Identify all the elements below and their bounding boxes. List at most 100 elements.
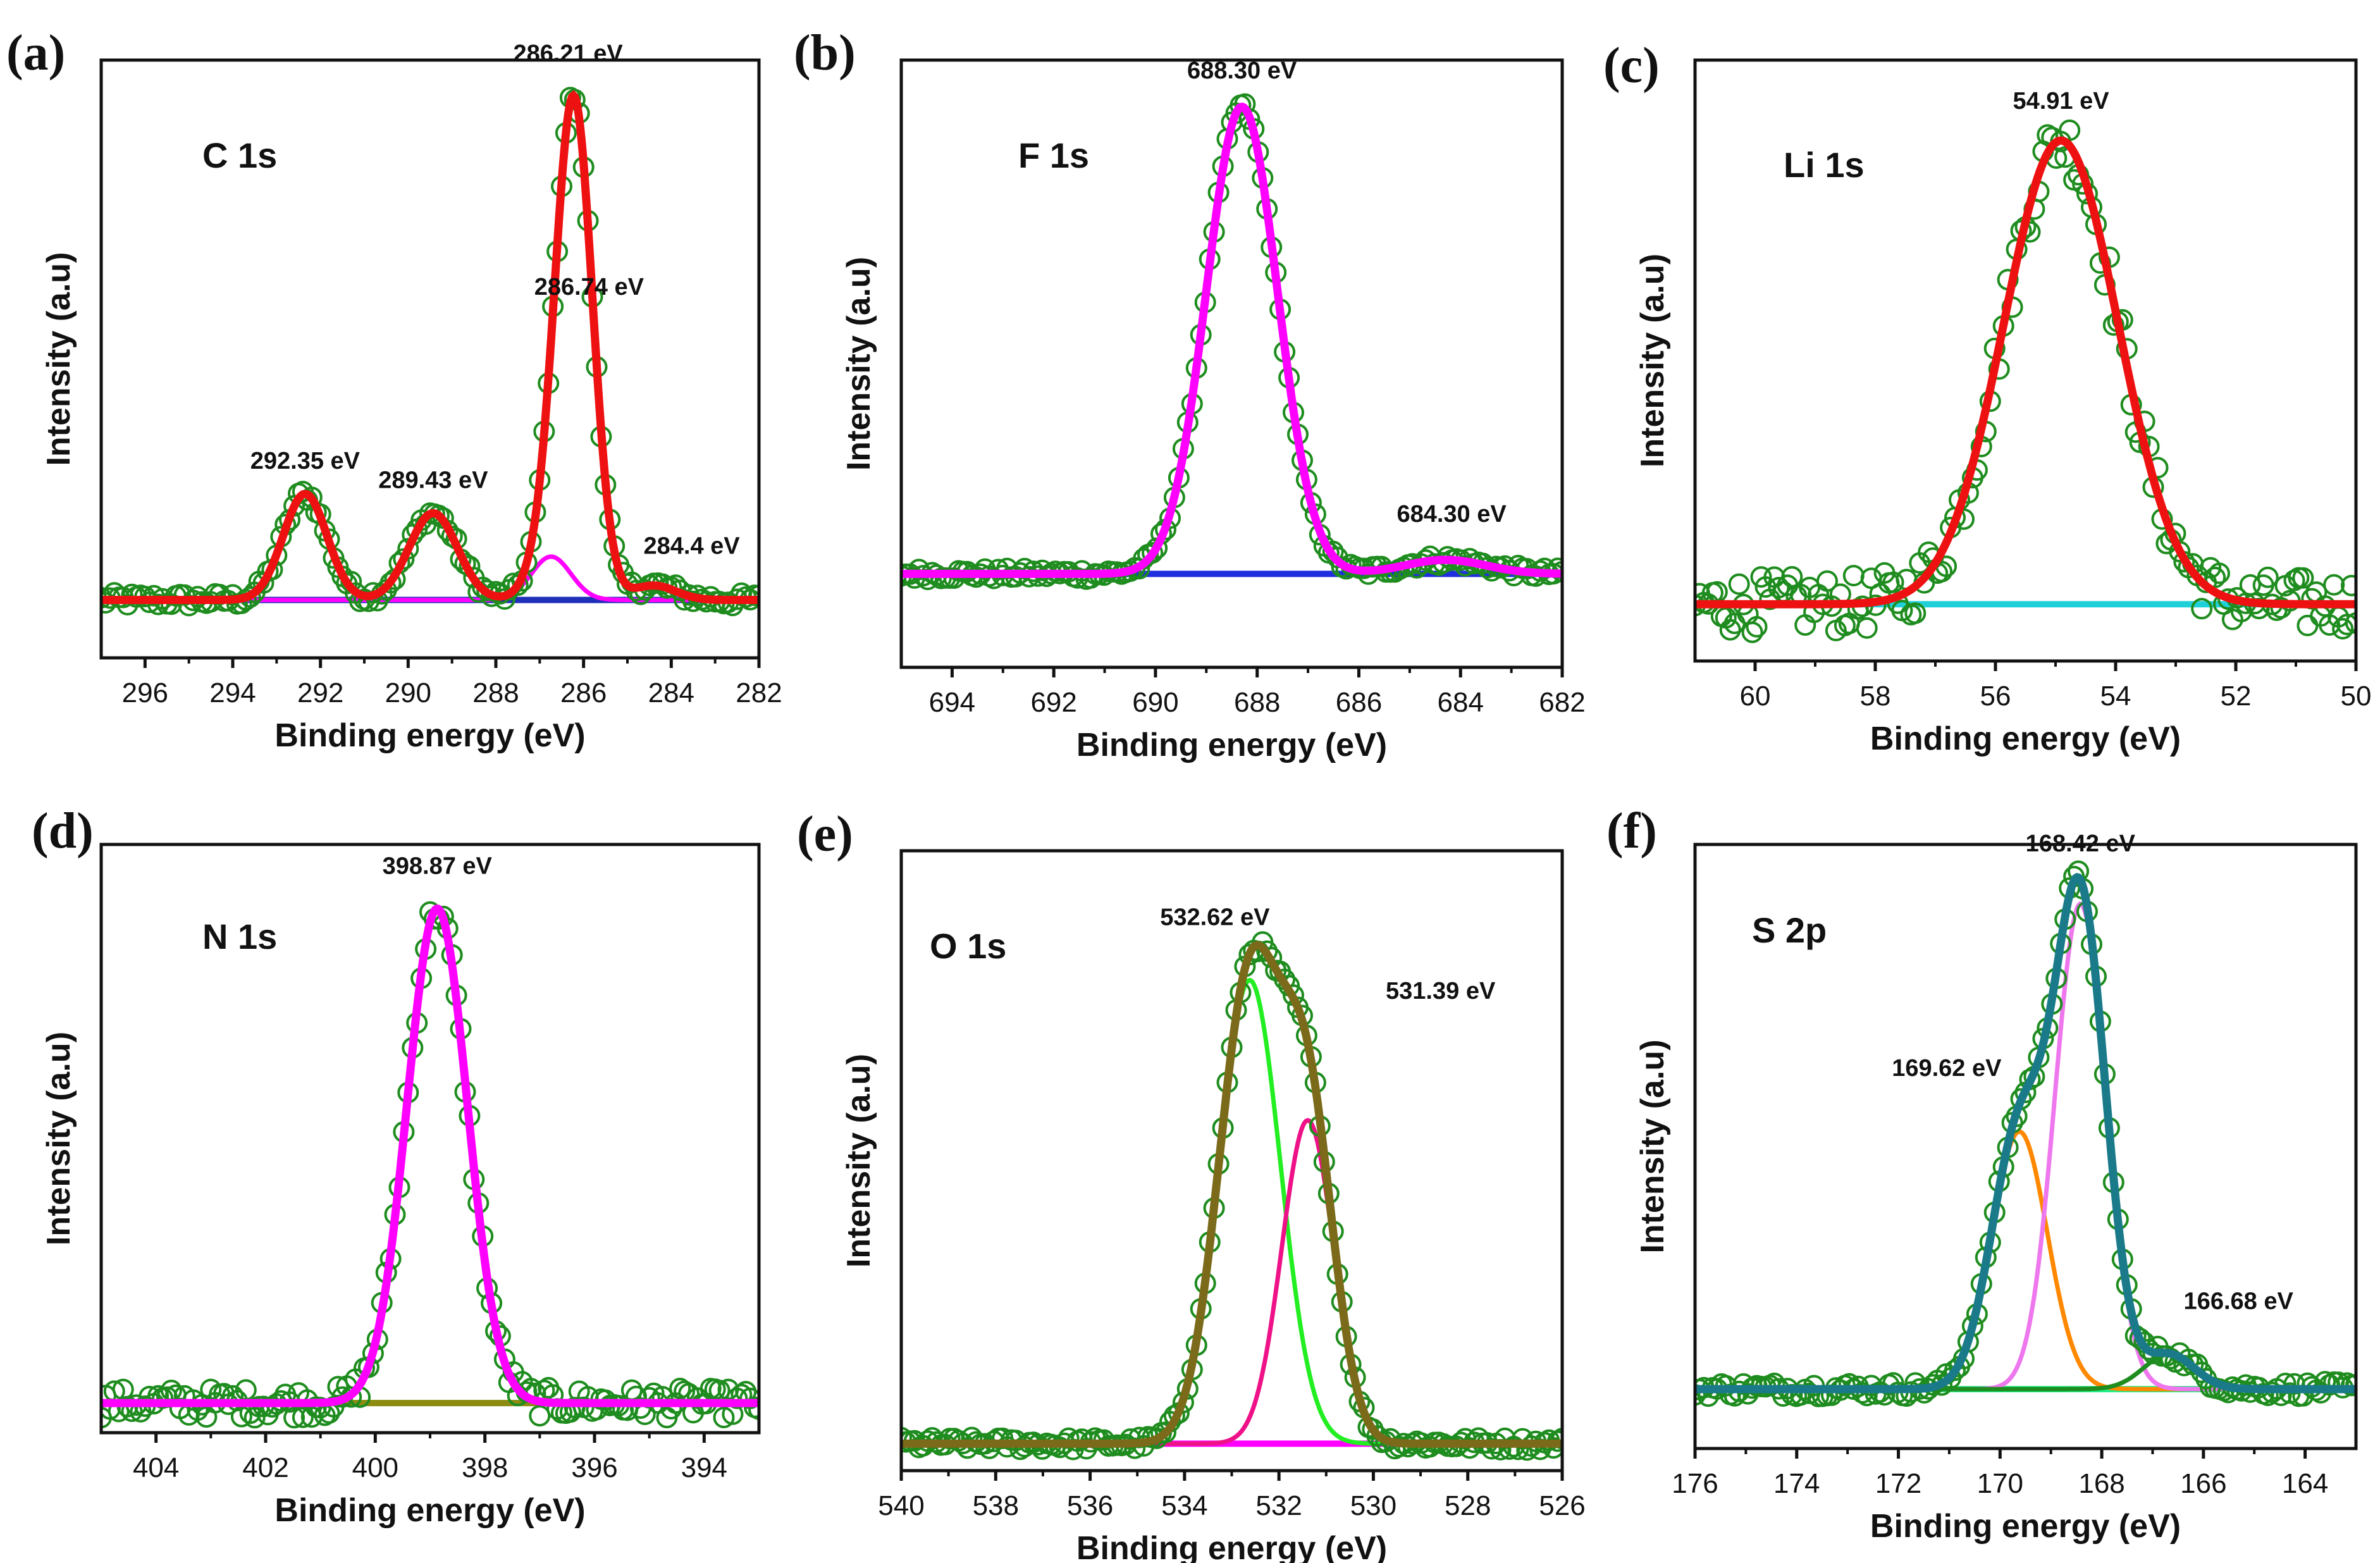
envelope-curve (901, 102, 1562, 578)
x-tick-label: 170 (1977, 1468, 2023, 1499)
x-tick-label: 536 (1067, 1490, 1113, 1521)
plot-area (901, 931, 1562, 1461)
x-tick-label: 172 (1875, 1468, 1921, 1499)
panel-label: (f) (1606, 803, 1657, 859)
plot-area (1695, 860, 2356, 1407)
data-point (2257, 566, 2279, 588)
envelope-curve (901, 941, 1562, 1448)
y-axis-title: Intensity (a.u) (1634, 254, 1671, 467)
data-point (476, 579, 498, 602)
peak-label: 532.62 eV (1160, 905, 1270, 931)
data-point (1746, 615, 1768, 638)
panel-label: (b) (794, 25, 856, 81)
data-point (529, 1405, 551, 1427)
data-point (2323, 574, 2345, 596)
data-point (283, 1407, 305, 1429)
x-tick-label: 528 (1445, 1490, 1491, 1521)
data-point (2292, 567, 2314, 589)
data-point (1719, 619, 1741, 641)
plot-area (101, 87, 759, 617)
x-tick-label: 294 (209, 677, 256, 708)
x-tick-label: 174 (1773, 1468, 1820, 1499)
peak-label: 531.39 eV (1386, 978, 1496, 1004)
data-point (901, 1426, 912, 1449)
y-axis-title: Intensity (a.u) (841, 1054, 877, 1268)
data-point (2336, 614, 2356, 636)
x-tick-label: 404 (133, 1452, 179, 1483)
axes-frame (99, 58, 761, 660)
peak-label: 166.68 eV (2184, 1288, 2294, 1314)
x-tick-label: 534 (1161, 1490, 1207, 1521)
data-point (1071, 1428, 1093, 1450)
x-tick-label: 176 (1672, 1468, 1718, 1499)
panel-label: (e) (797, 806, 853, 862)
x-tick-label: 288 (472, 677, 519, 708)
x-tick-label: 686 (1336, 687, 1382, 718)
x-tick-label: 50 (2341, 681, 2372, 712)
y-axis-title: Intensity (a.u) (841, 257, 877, 471)
data-point (147, 593, 170, 615)
data-point (1728, 573, 1750, 595)
data-point (2059, 119, 2081, 141)
data-point (1695, 1384, 1706, 1406)
data-point (1882, 571, 1904, 593)
envelope-curve (101, 905, 759, 1407)
x-tick-label: 402 (242, 1452, 288, 1483)
data-point (1142, 542, 1164, 564)
data-point (1124, 1437, 1146, 1459)
x-tick-label: 164 (2282, 1468, 2328, 1499)
data-point (379, 572, 402, 594)
panel-5: 176 174 172 170 168 166 164 Binding energy (eV)… (1606, 803, 2358, 1545)
core-level-label: C 1s (202, 135, 277, 175)
y-axis-title: Intensity (a.u) (1634, 1039, 1671, 1253)
plot-area (1695, 119, 2356, 643)
x-tick-label: 532 (1255, 1490, 1302, 1521)
data-point (327, 1376, 349, 1398)
panel-4: 540 538 536 534 532 530 528 526 Binding energy (… (797, 806, 1586, 1563)
x-axis-title: Binding energy (eV) (1870, 720, 2181, 757)
panel-label: (a) (6, 25, 65, 81)
envelope-curve (1695, 136, 2356, 609)
x-tick-label: 52 (2221, 681, 2252, 712)
x-tick-label: 292 (297, 677, 343, 708)
panel-0: 296 294 292 290 288 286 284 282 Binding energy (… (6, 25, 782, 754)
data-point (1750, 566, 1772, 588)
x-tick-label: 688 (1234, 687, 1280, 718)
panel-label: (c) (1603, 38, 1660, 94)
x-tick-label: 692 (1030, 687, 1076, 718)
x-tick-label: 682 (1539, 687, 1585, 718)
peak-label: 292.35 eV (250, 448, 361, 474)
data-point (2345, 1374, 2356, 1396)
x-tick-label: 58 (1860, 681, 1891, 712)
data-point (2297, 614, 2319, 636)
x-tick-label: 400 (352, 1452, 398, 1483)
data-point (1547, 557, 1562, 579)
peak-label: 289.43 eV (378, 467, 488, 493)
data-point (1741, 621, 1763, 643)
data-point (507, 574, 529, 596)
data-point (1842, 565, 1865, 586)
panel-2: 60 58 56 54 52 50 Binding energy (eV) Intensity… (1603, 38, 2371, 757)
envelope-curve (1695, 873, 2356, 1393)
x-tick-label: 296 (122, 677, 168, 708)
peak-label: 286.21 eV (513, 40, 623, 67)
panel-1: 694 692 690 688 686 684 682 Binding energy (eV)… (794, 25, 1586, 763)
data-point (713, 1407, 735, 1428)
x-tick-label: 694 (929, 687, 975, 718)
data-point (1481, 1438, 1503, 1460)
data-point (2204, 566, 2226, 588)
data-points (101, 901, 759, 1429)
x-tick-label: 538 (973, 1490, 1019, 1521)
component-curve-1 (901, 1118, 1562, 1446)
data-point (2305, 581, 2328, 603)
x-tick-label: 530 (1350, 1490, 1397, 1521)
core-level-label: N 1s (202, 917, 277, 956)
x-tick-label: 290 (385, 677, 431, 708)
data-point (2283, 569, 2305, 591)
peak-label: 286.74 eV (534, 274, 644, 300)
x-tick-label: 284 (648, 677, 694, 708)
data-point (1551, 1428, 1562, 1450)
peak-label: 168.42 eV (2026, 831, 2136, 857)
peak-label: 688.30 eV (1187, 58, 1297, 84)
